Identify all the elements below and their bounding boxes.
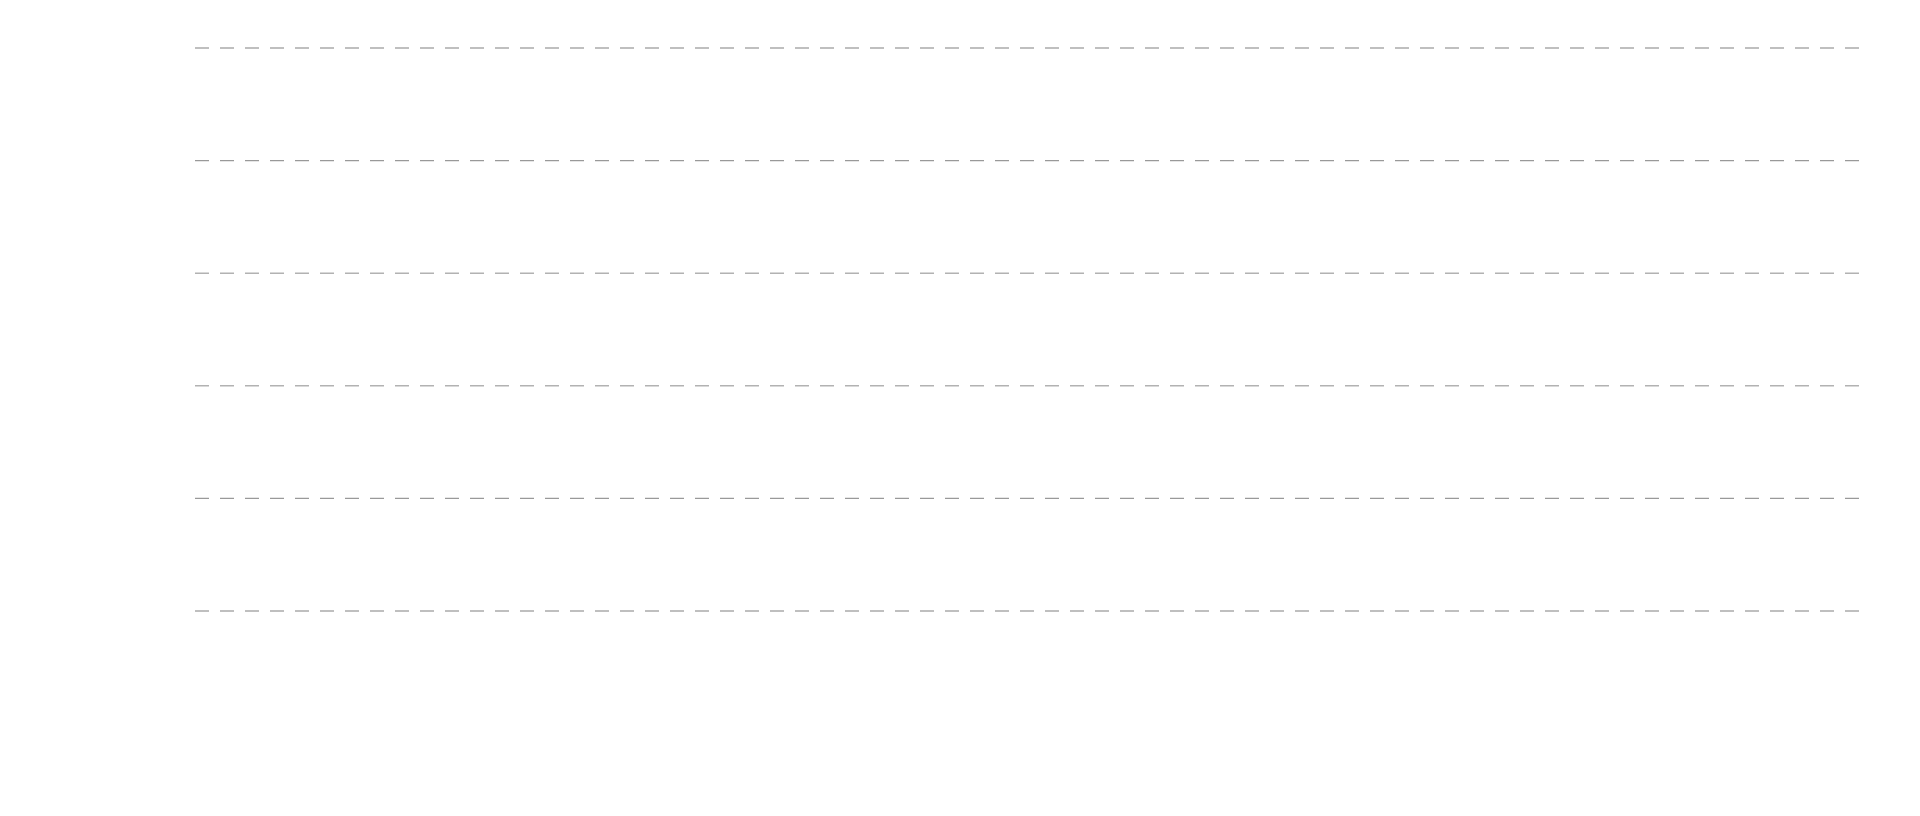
gridlines bbox=[195, 47, 1868, 612]
